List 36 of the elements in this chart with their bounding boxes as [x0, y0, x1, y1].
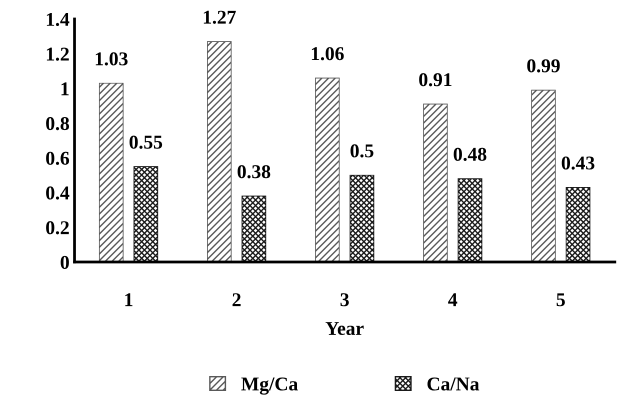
- legend-label: Ca/Na: [427, 377, 480, 391]
- bar: [242, 196, 266, 262]
- data-label: 1.03: [96, 52, 128, 66]
- x-tick-label: 3: [340, 293, 349, 306]
- y-tick-label: 0.8: [46, 116, 70, 130]
- bar: [350, 174, 374, 262]
- data-label: 0.55: [130, 136, 162, 149]
- data-label: 0.99: [527, 59, 560, 72]
- bar: [531, 90, 556, 262]
- y-tick-label: 1: [61, 82, 69, 96]
- y-tick-label: 0.2: [46, 221, 69, 234]
- y-tick-label: 0: [60, 256, 69, 269]
- y-tick-label: 0.4: [46, 186, 70, 200]
- bar: [134, 166, 158, 262]
- data-label: 0.48: [454, 148, 486, 161]
- bar: [98, 82, 124, 262]
- bar: [423, 104, 448, 262]
- data-label: 1.27: [204, 10, 236, 24]
- x-axis-title: Year: [326, 322, 364, 336]
- bar: [315, 78, 340, 262]
- y-tick-label: 1.2: [46, 48, 69, 61]
- x-tick-label: 4: [448, 293, 458, 306]
- legend-label: Mg/Ca: [241, 377, 298, 395]
- y-tick-label: 1.4: [46, 12, 70, 26]
- bar: [458, 178, 482, 262]
- x-tick-label: 2: [232, 293, 241, 306]
- y-tick-label: 0.6: [46, 152, 70, 165]
- bar: [566, 186, 590, 262]
- data-label: 1.06: [312, 47, 344, 60]
- bar: [207, 41, 232, 262]
- x-tick-label: 5: [556, 293, 565, 306]
- data-label: 0.5: [350, 144, 374, 158]
- data-label: 0.91: [419, 73, 452, 86]
- data-label: 0.38: [238, 165, 270, 178]
- data-label: 0.43: [562, 156, 594, 170]
- x-tick-label: 1: [125, 293, 132, 306]
